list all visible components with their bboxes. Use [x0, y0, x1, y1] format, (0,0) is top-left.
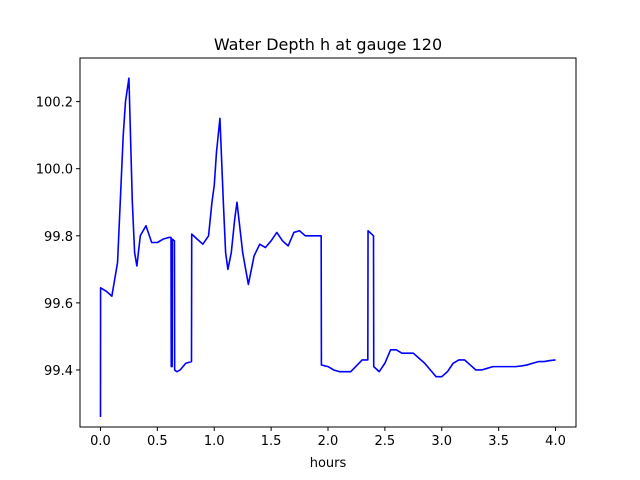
chart-title: Water Depth h at gauge 120: [214, 35, 442, 54]
x-tick-label: 0.5: [147, 434, 168, 449]
x-tick-label: 3.0: [431, 434, 452, 449]
x-tick-label: 1.0: [204, 434, 225, 449]
axes-frame: [79, 57, 577, 428]
y-tick-label: 99.8: [44, 230, 73, 245]
x-tick-label: 1.5: [261, 434, 282, 449]
y-tick-label: 99.6: [44, 297, 73, 312]
x-axis: 0.0 0.5 1.0 1.5 2.0 2.5 3.0 3.5 4.0: [90, 427, 566, 449]
y-tick-label: 99.4: [44, 364, 73, 379]
x-tick-label: 0.0: [90, 434, 111, 449]
x-axis-label: hours: [310, 456, 347, 471]
x-tick-label: 3.5: [488, 434, 509, 449]
y-tick-label: 100.0: [36, 163, 73, 178]
x-tick-label: 4.0: [545, 434, 566, 449]
y-axis: 99.4 99.6 99.8 100.0 100.2: [36, 96, 80, 379]
x-tick-label: 2.0: [318, 434, 339, 449]
plot-area: [99, 77, 556, 417]
y-tick-label: 100.2: [36, 96, 73, 111]
series-line-0: [99, 77, 556, 417]
x-tick-label: 2.5: [375, 434, 396, 449]
